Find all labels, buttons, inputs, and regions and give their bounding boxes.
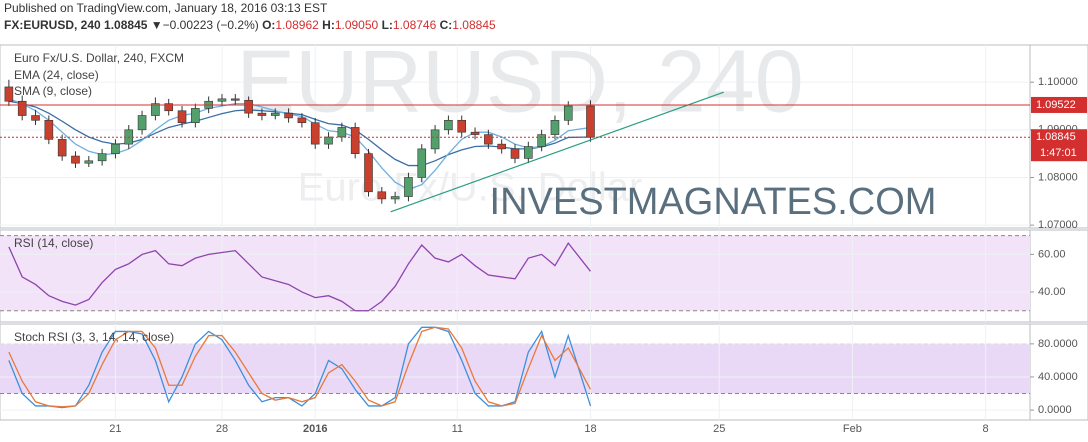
candle-body <box>390 196 400 200</box>
line <box>8 326 592 409</box>
l-label: L: <box>381 18 393 32</box>
candle-body <box>284 112 293 119</box>
candle-body <box>191 108 200 123</box>
x-tick-label: 21 <box>109 423 121 435</box>
y-tick-label: 40.0000 <box>1038 371 1078 383</box>
candle-body <box>510 148 520 159</box>
candle-body <box>244 99 253 114</box>
candle-body <box>417 148 427 178</box>
candle-body <box>350 127 360 154</box>
o-label: O: <box>262 18 276 32</box>
level-label: 1.09522 <box>1036 99 1076 111</box>
candle-body <box>404 177 413 197</box>
candle-body <box>586 105 595 138</box>
candle-body <box>537 134 546 147</box>
candle-body <box>71 155 80 164</box>
last-label: 1.08845 <box>1036 131 1076 143</box>
x-tick-label: 8 <box>983 423 989 435</box>
watermark: EURUSD, 240 <box>236 38 803 130</box>
candle-body <box>364 153 373 193</box>
site-watermark: INVESTMAGNATES.COM <box>490 181 937 223</box>
c-label: C: <box>439 18 453 32</box>
candle-body <box>17 100 27 116</box>
candle-body <box>470 131 480 135</box>
candle-body <box>444 119 453 131</box>
x-tick-label: Feb <box>843 423 862 435</box>
axis-bg <box>1029 229 1088 323</box>
pane-title: RSI (14, close) <box>14 236 93 250</box>
countdown: 1:47:01 <box>1040 147 1077 159</box>
o-value: 1.08962 <box>275 18 319 32</box>
y-tick-label: 40.00 <box>1038 286 1066 298</box>
candle-body <box>231 98 240 101</box>
change: ▼−0.00223 (−0.2%) <box>150 18 259 32</box>
y-tick-label: 1.07000 <box>1038 219 1078 231</box>
candle-body <box>84 160 94 164</box>
candle-body <box>377 191 387 200</box>
y-tick-label: 80.0000 <box>1038 338 1078 350</box>
x-tick-label: 2016 <box>303 423 327 435</box>
y-tick-label: 60.00 <box>1038 248 1066 260</box>
candle-body <box>524 146 533 159</box>
c-value: 1.08845 <box>452 18 496 32</box>
candle-body <box>31 115 40 121</box>
candle-body <box>57 139 67 157</box>
candle-body <box>257 112 267 116</box>
line <box>8 100 591 167</box>
candle-body <box>4 86 14 102</box>
candle-body <box>337 127 347 138</box>
symbol: FX:EURUSD, 240 <box>4 18 101 32</box>
watermark-subtitle: Euro Fx/U.S. Dollar <box>298 166 643 210</box>
candle-body <box>497 143 506 150</box>
band <box>0 235 1030 311</box>
candle-body <box>430 129 440 150</box>
candle-body <box>310 122 320 145</box>
y-tick-label: 1.08000 <box>1038 171 1078 183</box>
candle-body <box>137 115 147 131</box>
candle-body <box>44 119 54 140</box>
candle-body <box>484 134 493 145</box>
x-tick-label: 25 <box>713 423 725 435</box>
x-tick-label: 11 <box>452 423 463 435</box>
candle-body <box>457 119 467 133</box>
candle-body <box>550 119 560 135</box>
x-tick-label: 28 <box>216 423 228 435</box>
last: 1.08845 <box>104 18 148 32</box>
l-value: 1.08746 <box>392 18 437 32</box>
y-tick-label: 0.0000 <box>1038 404 1072 416</box>
candle-body <box>297 117 307 123</box>
h-value: 1.09050 <box>334 18 379 32</box>
candle-body <box>151 103 160 116</box>
x-tick-label: 18 <box>584 423 596 435</box>
candle-body <box>164 103 174 112</box>
trend-line <box>390 91 724 213</box>
candle-body <box>324 136 333 145</box>
published: Published on TradingView.com, January 18… <box>4 1 328 15</box>
pane-title: Stoch RSI (3, 3, 14, 14, close) <box>14 330 174 344</box>
band <box>0 343 1030 394</box>
candle-body <box>217 98 227 102</box>
pane-title: Euro Fx/U.S. Dollar, 240, FXCM <box>14 51 184 65</box>
candle-body <box>97 153 107 162</box>
header: Published on TradingView.com, January 18… <box>4 0 496 34</box>
candle-body <box>111 143 120 154</box>
y-tick-label: 1.10000 <box>1038 76 1078 88</box>
candle-body <box>563 105 573 121</box>
candle-body <box>270 112 280 116</box>
pane-bg <box>0 44 1031 229</box>
legend-entry: EMA (24, close) <box>14 68 99 82</box>
candle-body <box>177 110 187 123</box>
legend-entry: SMA (9, close) <box>14 84 92 98</box>
last-tag <box>1031 129 1087 162</box>
h-label: H: <box>322 18 335 32</box>
line <box>8 326 592 408</box>
quote-line: FX:EURUSD, 240 1.08845 ▼−0.00223 (−0.2%)… <box>4 17 496 34</box>
level-tag <box>1031 96 1087 113</box>
line <box>8 241 591 312</box>
